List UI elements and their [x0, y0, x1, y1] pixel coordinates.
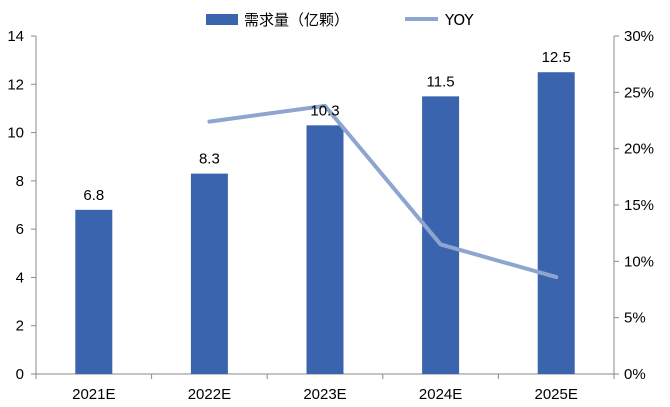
bar-value-label: 10.3 [310, 102, 339, 119]
right-tick-label: 0% [624, 366, 646, 383]
yoy-line [207, 103, 559, 280]
bar-2025E [537, 72, 575, 374]
left-tick-label: 14 [7, 28, 24, 45]
x-tick-label: 2025E [535, 386, 578, 403]
left-tick-label: 8 [16, 173, 24, 190]
legend-label-yoy: YOY [444, 11, 474, 29]
data-labels: 6.8 8.3 10.3 11.5 12.5 [83, 49, 570, 204]
right-tick-label: 20% [624, 141, 654, 158]
x-tick-label: 2022E [188, 386, 231, 403]
left-tick-label: 12 [7, 76, 24, 93]
bar-value-label: 12.5 [542, 49, 571, 66]
bar-2023E [306, 125, 344, 374]
axes: 0 2 4 6 8 10 12 14 0% 5% 10% 15% 20% 25% 30% 2021E 2022E… [7, 28, 654, 403]
bar-2022E [190, 173, 228, 374]
x-tick-label: 2021E [72, 386, 115, 403]
left-tick-label: 2 [16, 318, 24, 335]
right-tick-label: 30% [624, 28, 654, 45]
legend-label-demand: 需求量（亿颗） [244, 11, 349, 29]
bar-value-label: 6.8 [83, 187, 104, 204]
right-tick-label: 15% [624, 197, 654, 214]
left-tick-label: 0 [16, 366, 24, 383]
x-tick-label: 2024E [419, 386, 462, 403]
bar-series [75, 72, 575, 374]
right-tick-label: 5% [624, 310, 646, 327]
legend-swatch-demand [206, 14, 238, 25]
yoy-line-series [207, 103, 559, 280]
bar-value-label: 11.5 [427, 73, 455, 90]
bar-value-label: 8.3 [199, 151, 220, 168]
legend: 需求量（亿颗） YOY [206, 11, 474, 29]
bar-2021E [75, 209, 113, 374]
left-tick-label: 4 [16, 269, 24, 286]
right-tick-label: 10% [624, 253, 654, 270]
x-tick-label: 2023E [303, 386, 346, 403]
bar-2024E [422, 96, 460, 374]
left-tick-label: 10 [7, 125, 24, 142]
right-tick-label: 25% [624, 84, 654, 101]
left-tick-label: 6 [16, 221, 24, 238]
